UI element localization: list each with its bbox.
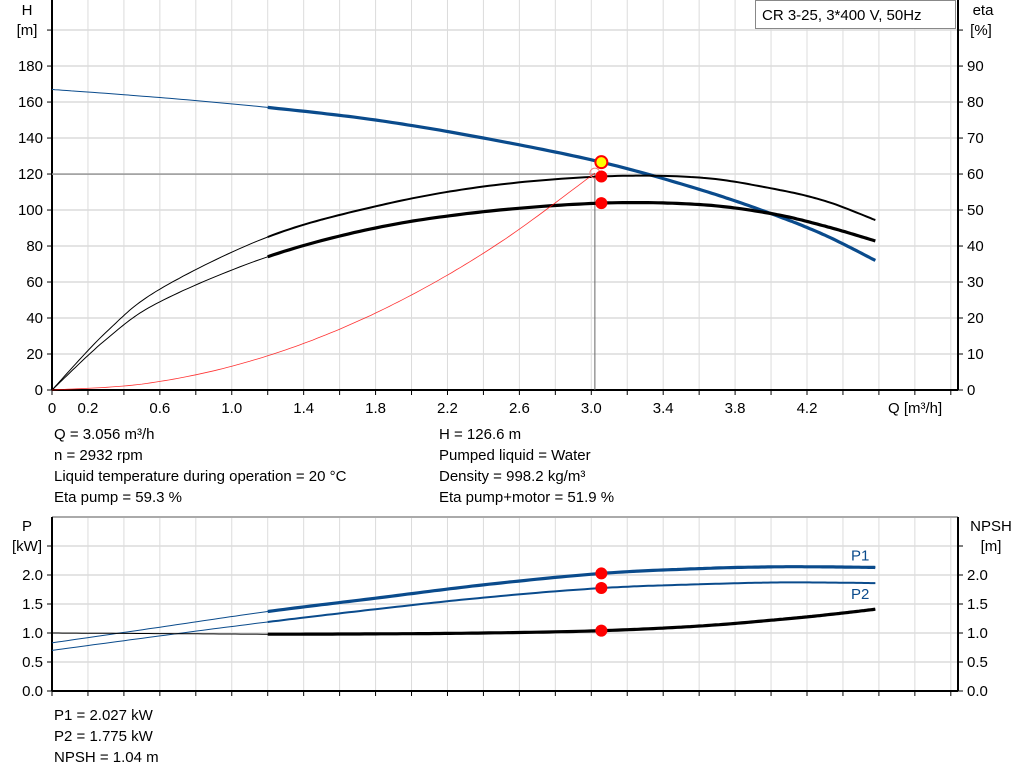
info-liquid: Pumped liquid = Water bbox=[439, 447, 591, 464]
y-tick-label: 0 bbox=[35, 382, 43, 399]
info-p2: P2 = 1.775 kW bbox=[54, 728, 153, 745]
duty-point-marker bbox=[595, 582, 608, 595]
y-tick-label: 180 bbox=[18, 58, 43, 75]
legend-P2: P2 bbox=[851, 586, 869, 603]
x-tick-label: 0.6 bbox=[149, 400, 170, 417]
y2-tick-label: 40 bbox=[967, 238, 984, 255]
x-tick-label: 0 bbox=[48, 400, 56, 417]
info-flow: Q = 3.056 m³/h bbox=[54, 426, 155, 443]
duty-point-marker bbox=[595, 170, 608, 183]
x-tick-label: 0.2 bbox=[78, 400, 99, 417]
x-tick-label: 4.2 bbox=[797, 400, 818, 417]
y-tick-label: 2.0 bbox=[22, 567, 43, 584]
y2-tick-label: 80 bbox=[967, 94, 984, 111]
x-axis-label: Q [m³/h] bbox=[888, 400, 942, 417]
info-top-right: H = 126.6 m Pumped liquid = Water Densit… bbox=[439, 424, 614, 508]
y2-axis-unit: [%] bbox=[970, 22, 992, 39]
y-tick-label: 40 bbox=[26, 310, 43, 327]
info-eta-pump: Eta pump = 59.3 % bbox=[54, 489, 182, 506]
info-bottom: P1 = 2.027 kW P2 = 1.775 kW NPSH = 1.04 … bbox=[54, 705, 159, 768]
info-head: H = 126.6 m bbox=[439, 426, 522, 443]
y2-tick-label: 2.0 bbox=[967, 567, 988, 584]
info-density: Density = 998.2 kg/m³ bbox=[439, 468, 586, 485]
series-system-thin bbox=[51, 172, 596, 391]
y2-tick-label: 30 bbox=[967, 274, 984, 291]
series-P1 bbox=[267, 565, 876, 614]
x-tick-label: 3.8 bbox=[725, 400, 746, 417]
y2-tick-label: 50 bbox=[967, 202, 984, 219]
y2-tick-label: 60 bbox=[967, 166, 984, 183]
y2-axis-label: NPSH bbox=[970, 518, 1012, 535]
y2-axis-label: eta bbox=[973, 2, 995, 19]
y2-tick-label: 0.5 bbox=[967, 654, 988, 671]
series-eta_pump_motor-thin bbox=[51, 202, 876, 391]
x-tick-label: 1.4 bbox=[293, 400, 314, 417]
y-axis-label: H bbox=[22, 2, 33, 19]
title-box-text: CR 3-25, 3*400 V, 50Hz bbox=[762, 7, 922, 24]
y-tick-label: 140 bbox=[18, 130, 43, 147]
info-eta-pump-motor: Eta pump+motor = 51.9 % bbox=[439, 489, 615, 506]
series-P2-thin bbox=[51, 581, 876, 651]
y-tick-label: 20 bbox=[26, 346, 43, 363]
y2-axis-unit: [m] bbox=[981, 538, 1002, 555]
x-tick-label: 2.6 bbox=[509, 400, 530, 417]
y2-tick-label: 1.5 bbox=[967, 596, 988, 613]
series-P2 bbox=[267, 581, 876, 623]
y-axis-unit: [kW] bbox=[12, 538, 42, 555]
y-tick-label: 0.5 bbox=[22, 654, 43, 671]
y2-tick-label: 90 bbox=[967, 58, 984, 75]
series-NPSH bbox=[267, 607, 876, 636]
y2-tick-label: 20 bbox=[967, 310, 984, 327]
y-tick-label: 0.0 bbox=[22, 683, 43, 700]
y-tick-label: 120 bbox=[18, 166, 43, 183]
info-npsh: NPSH = 1.04 m bbox=[54, 749, 159, 766]
title-box bbox=[755, 0, 956, 29]
series-H bbox=[267, 105, 877, 262]
info-top-left: Q = 3.056 m³/h n = 2932 rpm Liquid tempe… bbox=[54, 424, 346, 508]
info-p1: P1 = 2.027 kW bbox=[54, 707, 153, 724]
y2-tick-label: 0.0 bbox=[967, 683, 988, 700]
operating-point-marker bbox=[594, 155, 609, 170]
x-tick-label: 1.0 bbox=[221, 400, 242, 417]
y2-tick-label: 1.0 bbox=[967, 625, 988, 642]
y-tick-label: 60 bbox=[26, 274, 43, 291]
series-eta_pump_motor bbox=[267, 201, 876, 259]
y2-tick-label: 0 bbox=[967, 382, 975, 399]
y-tick-label: 1.0 bbox=[22, 625, 43, 642]
x-tick-label: 1.8 bbox=[365, 400, 386, 417]
x-tick-label: 3.0 bbox=[581, 400, 602, 417]
y2-tick-label: 70 bbox=[967, 130, 984, 147]
duty-point-marker bbox=[595, 624, 608, 637]
series-P1-thin bbox=[51, 566, 876, 644]
y-axis-label: P bbox=[22, 518, 32, 535]
series-H-thin bbox=[51, 88, 876, 261]
legend-P1: P1 bbox=[851, 547, 869, 564]
y-axis-unit: [m] bbox=[17, 22, 38, 39]
info-speed: n = 2932 rpm bbox=[54, 447, 143, 464]
y2-tick-label: 10 bbox=[967, 346, 984, 363]
info-temperature: Liquid temperature during operation = 20… bbox=[54, 468, 347, 485]
x-tick-label: 3.4 bbox=[653, 400, 674, 417]
power-npsh-chart: 0.0 0.0 0.5 0.5 1.0 1.0 1.5 1.5 2.0 2.0 P [kW] NPSH [… bbox=[12, 516, 1012, 700]
series-eta_pump bbox=[267, 174, 876, 238]
duty-point-marker bbox=[595, 567, 608, 580]
x-tick-label: 2.2 bbox=[437, 400, 458, 417]
y-tick-label: 80 bbox=[26, 238, 43, 255]
duty-point-marker bbox=[595, 197, 608, 210]
y-tick-label: 1.5 bbox=[22, 596, 43, 613]
y-tick-label: 100 bbox=[18, 202, 43, 219]
y-tick-label: 160 bbox=[18, 94, 43, 111]
